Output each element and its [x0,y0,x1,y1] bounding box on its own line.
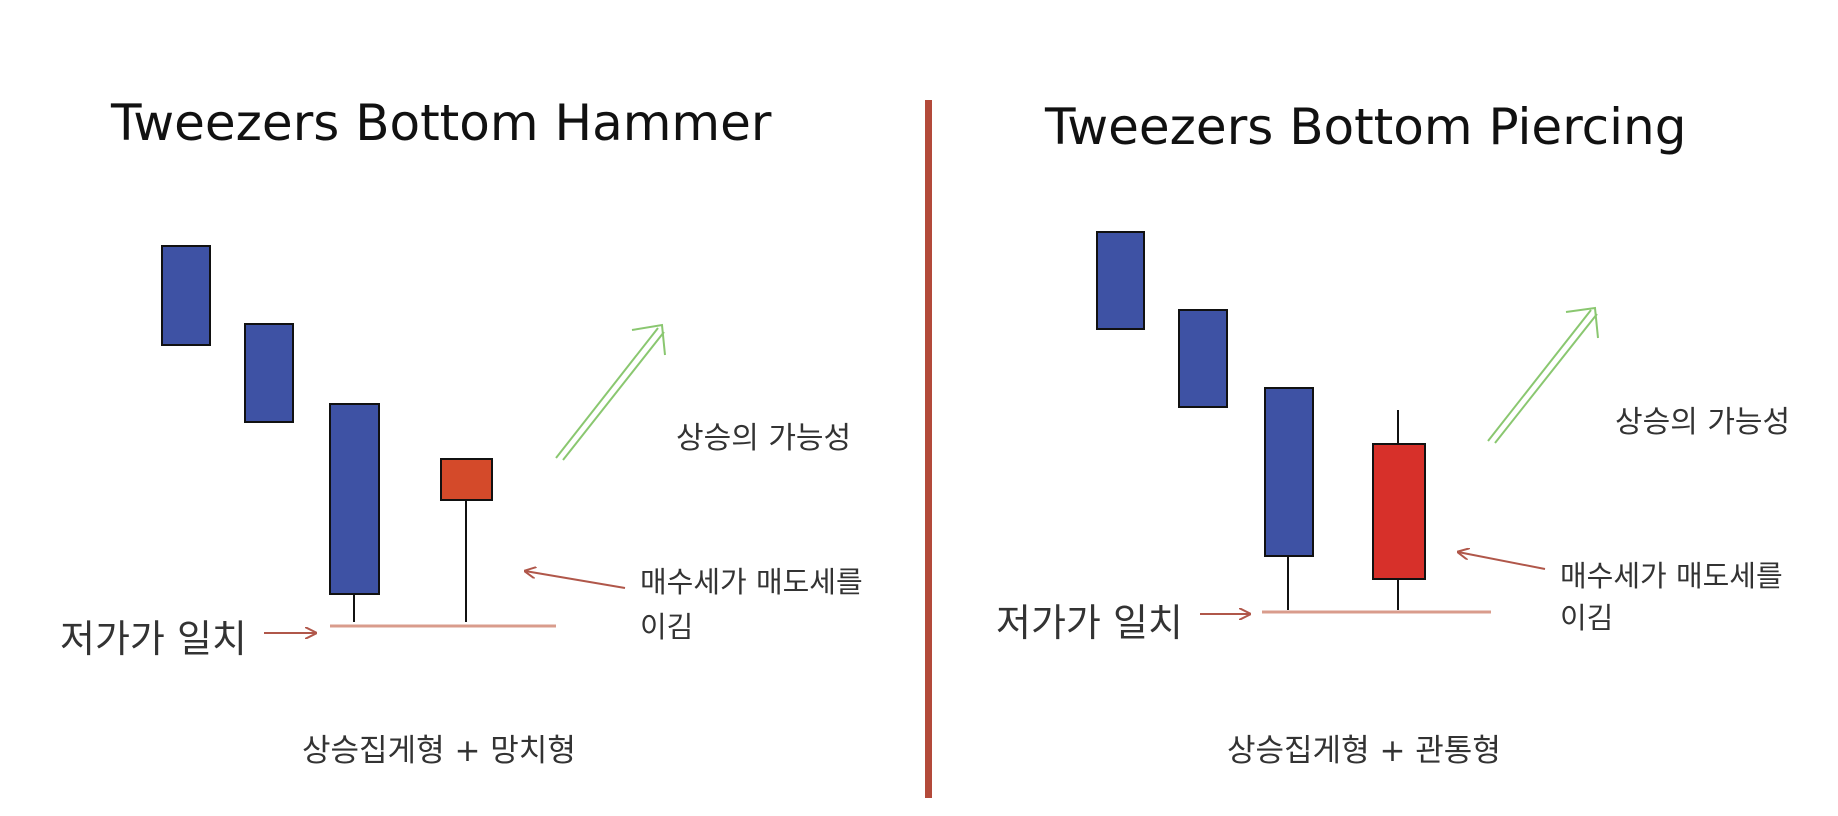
bearish-candle-2 [244,323,294,423]
buy-pressure-label-line2: 이김 [640,610,693,644]
panel-hammer: Tweezers Bottom Hammer 상승의 가능성 매수세가 매도세를… [60,94,863,769]
bearish-candle-1 [161,245,211,346]
uptrend-arrow-icon [1487,306,1599,444]
panel-title: Tweezers Bottom Hammer [110,94,772,152]
panel-piercing: Tweezers Bottom Piercing 상승의 가능성 매수세가 매도… [996,98,1790,769]
buy-pressure-arrow-icon [525,571,626,589]
panel-title: Tweezers Bottom Piercing [1044,98,1686,156]
piercing-candle-body [1372,443,1426,580]
equal-lows-label: 저가가 일치 [996,601,1183,645]
rise-possibility-label: 상승의 가능성 [676,421,851,456]
bearish-candle-3 [329,403,380,595]
bearish-candle-1 [1096,231,1145,330]
hammer-candle-body [440,458,493,501]
bearish-candle-2 [1178,309,1228,408]
pattern-caption: 상승집게형 + 망치형 [302,733,576,769]
buy-pressure-label-line1: 매수세가 매도세를 [640,565,863,599]
buy-pressure-label-line2: 이김 [1560,601,1613,635]
equal-lows-label: 저가가 일치 [60,617,247,661]
bearish-candle-3 [1264,387,1314,557]
buy-pressure-label-line1: 매수세가 매도세를 [1560,559,1783,593]
rise-possibility-label: 상승의 가능성 [1615,405,1790,440]
pattern-caption: 상승집게형 + 관통형 [1227,733,1501,769]
uptrend-arrow-icon [555,323,666,461]
panel-divider [925,100,932,798]
buy-pressure-arrow-icon [1458,552,1546,570]
